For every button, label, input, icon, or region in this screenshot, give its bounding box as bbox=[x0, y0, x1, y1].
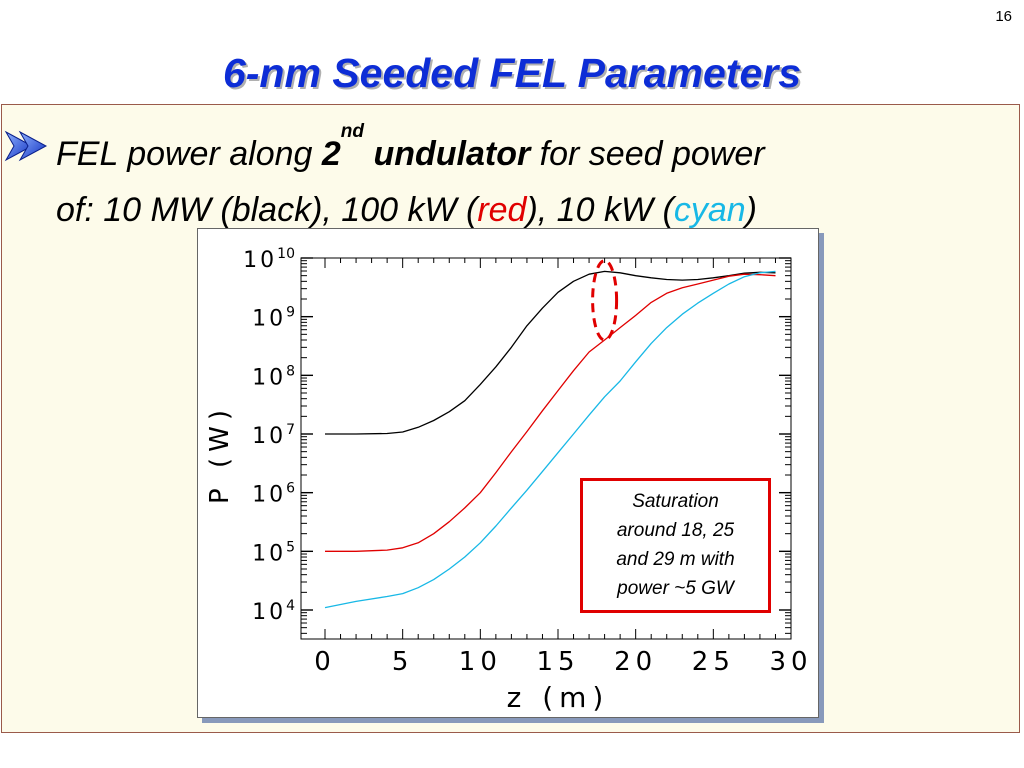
slide-number: 16 bbox=[995, 8, 1012, 25]
cyan-word: cyan bbox=[673, 191, 746, 229]
bullet-bold-sup: nd bbox=[340, 121, 365, 142]
note-line: power ~5 GW bbox=[617, 578, 734, 599]
x-tick-label: 15 bbox=[536, 647, 579, 677]
power-chart: 0 5 10 15 20 25 30 104 105 106 107 108 109 1010 z (m) P… bbox=[205, 246, 812, 714]
x-axis-label: z (m) bbox=[507, 681, 610, 714]
x-tick-label: 5 bbox=[392, 647, 414, 677]
series-line-2 bbox=[324, 270, 776, 609]
slide-title: 6-nm Seeded FEL Parameters bbox=[222, 50, 802, 96]
bullet-bold-word: undulator bbox=[364, 135, 531, 173]
x-tick-label: 25 bbox=[692, 647, 735, 677]
bullet-text: FEL power along 2nd undulator for seed p… bbox=[56, 122, 765, 238]
x-tick-label: 20 bbox=[614, 647, 657, 677]
y-tick-label: 105 bbox=[252, 539, 295, 566]
bullet-bold-num: 2 bbox=[321, 135, 341, 173]
series-line-0 bbox=[325, 270, 776, 435]
red-word: red bbox=[477, 191, 527, 229]
plot-frame: 0 5 10 15 20 25 30 104 105 106 107 108 109 1010 z (m) P… bbox=[197, 228, 819, 718]
bullet-line2-c: ) bbox=[745, 191, 757, 229]
y-tick-label: 106 bbox=[252, 481, 295, 508]
arrow-right-icon bbox=[4, 130, 48, 162]
note-line: and 29 m with bbox=[616, 549, 735, 570]
y-tick-label: 108 bbox=[252, 363, 295, 390]
y-tick-label: 1010 bbox=[243, 246, 295, 273]
bullet-line-2: of: 10 MW (black), 100 kW (red), 10 kW (… bbox=[56, 182, 765, 238]
bullet-part-1: FEL power along bbox=[56, 135, 322, 173]
y-axis-label: P (W) bbox=[205, 404, 235, 504]
saturation-highlight bbox=[591, 259, 619, 342]
x-tick-label: 0 bbox=[314, 647, 336, 677]
bullet-part-2: for seed power bbox=[530, 135, 765, 173]
y-tick-label: 109 bbox=[252, 305, 295, 332]
note-line: around 18, 25 bbox=[616, 520, 735, 541]
x-tick-label: 10 bbox=[459, 647, 502, 677]
y-tick-label: 107 bbox=[252, 422, 295, 449]
note-line: Saturation bbox=[632, 491, 719, 512]
saturation-note: Saturation around 18, 25 and 29 m with p… bbox=[580, 478, 771, 613]
y-tick-label: 104 bbox=[252, 598, 295, 625]
axes-box bbox=[300, 257, 792, 640]
x-tick-label: 30 bbox=[769, 647, 812, 677]
bullet-line2-a: of: 10 MW (black), 100 kW ( bbox=[56, 191, 478, 229]
bullet-line2-b: ), 10 kW ( bbox=[526, 191, 674, 229]
series-line-1 bbox=[325, 273, 776, 552]
bullet-line-1: FEL power along 2nd undulator for seed p… bbox=[56, 122, 765, 182]
